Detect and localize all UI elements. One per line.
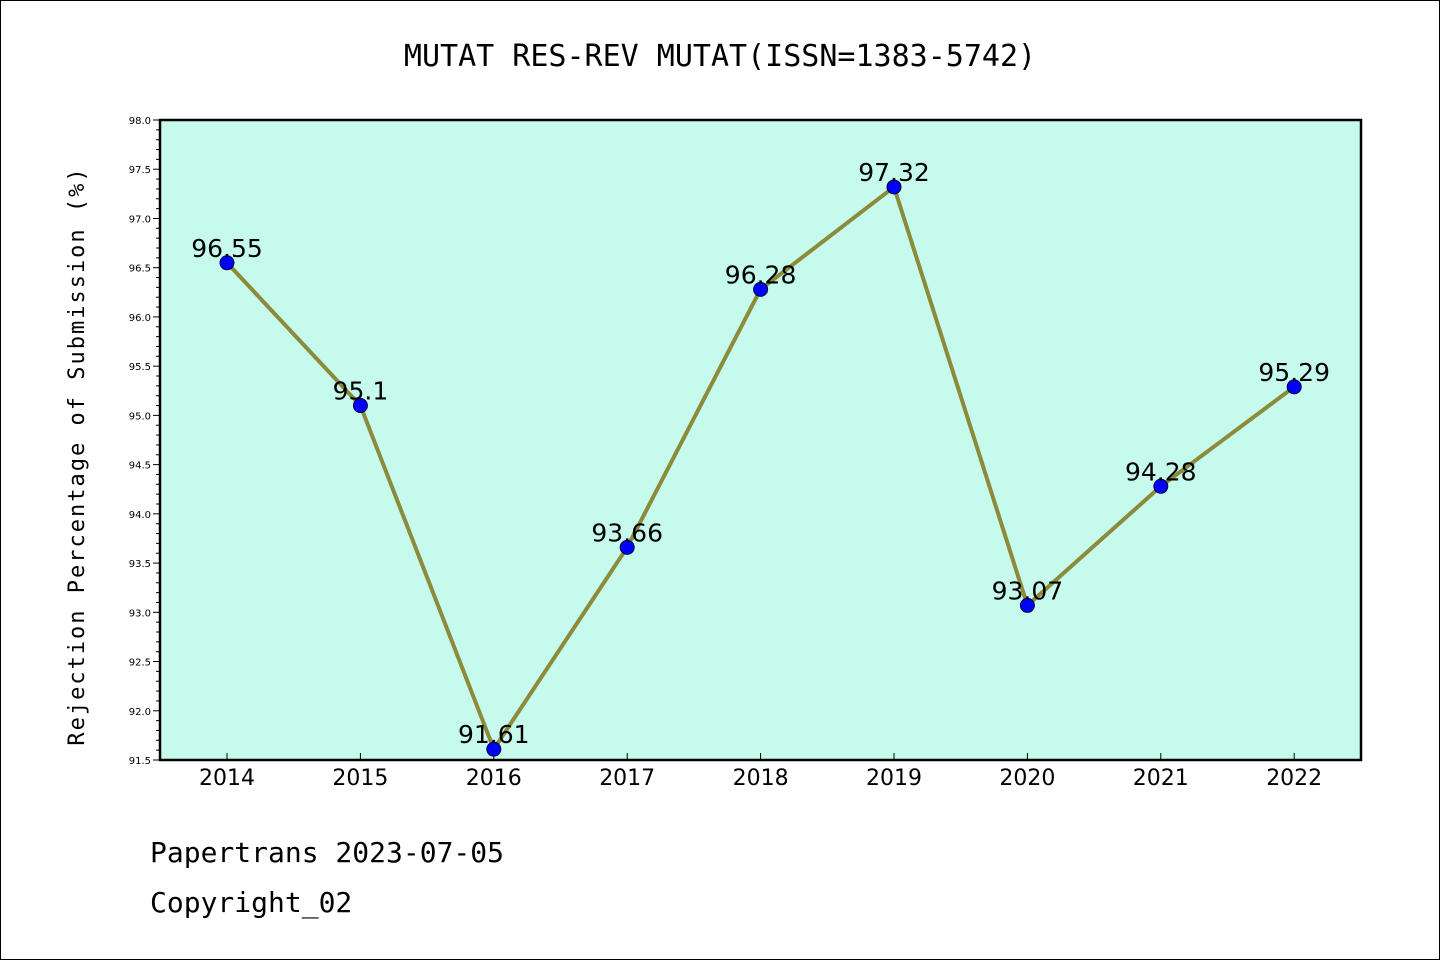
- x-tick-label: 2021: [1133, 766, 1189, 791]
- data-labels: 96.55 95.1 91.61 93.66 96.28 97.32 93.07 94.28 9…: [191, 158, 1330, 749]
- data-label: 97.32: [858, 158, 930, 187]
- data-label: 95.29: [1258, 358, 1330, 387]
- x-tick-label: 2022: [1266, 766, 1322, 791]
- y-tick-label: 94.5: [129, 461, 151, 472]
- data-point: [1153, 478, 1169, 494]
- plot-border: [158, 118, 1363, 762]
- x-tick-label: 2017: [599, 766, 655, 791]
- data-label: 91.61: [458, 720, 530, 749]
- y-axis: 91.5 92.0 92.5 93.0 93.5 94.0 94.5 95.0 95.5 96.0…: [129, 116, 160, 767]
- x-tick-label: 2015: [332, 766, 388, 791]
- footer-date: Papertrans 2023-07-05: [150, 836, 505, 869]
- y-tick-label: 91.5: [129, 756, 151, 767]
- y-tick-label: 95.5: [129, 362, 151, 373]
- data-label: 95.1: [333, 377, 389, 406]
- data-label: 96.55: [191, 234, 263, 263]
- data-markers: [219, 179, 1302, 757]
- y-tick-label: 93.0: [129, 608, 151, 619]
- data-point: [753, 281, 769, 297]
- x-axis: 2014 2015 2016 2017 2018 2019 2020 2021 2022: [199, 753, 1322, 791]
- data-point: [486, 741, 502, 757]
- data-point: [352, 398, 368, 414]
- y-tick-label: 95.0: [129, 411, 151, 422]
- data-label: 93.66: [591, 518, 663, 547]
- chart-title: MUTAT RES-REV MUTAT(ISSN=1383-5742): [404, 39, 1036, 74]
- y-tick-label: 97.5: [129, 165, 151, 176]
- y-tick-label: 92.5: [129, 658, 151, 669]
- footer-copyright: Copyright_02: [150, 886, 353, 919]
- data-point: [886, 179, 902, 195]
- y-tick-label: 96.5: [129, 264, 151, 275]
- data-point: [1019, 597, 1035, 613]
- x-tick-label: 2019: [866, 766, 922, 791]
- data-point: [619, 539, 635, 555]
- data-point: [219, 255, 235, 271]
- x-tick-label: 2020: [999, 766, 1055, 791]
- x-tick-label: 2018: [733, 766, 789, 791]
- data-label: 93.07: [992, 576, 1064, 605]
- x-tick-label: 2016: [466, 766, 522, 791]
- x-tick-label: 2014: [199, 766, 255, 791]
- y-tick-label: 92.0: [129, 707, 151, 718]
- y-tick-label: 97.0: [129, 214, 151, 225]
- y-tick-label: 98.0: [129, 116, 151, 127]
- data-point: [1286, 379, 1302, 395]
- y-axis-label: Rejection Percentage of Submission (%): [65, 166, 90, 745]
- data-label: 96.28: [725, 260, 797, 289]
- y-tick-label: 96.0: [129, 313, 151, 324]
- y-tick-label: 94.0: [129, 510, 151, 521]
- data-label: 94.28: [1125, 457, 1197, 486]
- y-tick-label: 93.5: [129, 559, 151, 570]
- plot-area: [160, 120, 1361, 760]
